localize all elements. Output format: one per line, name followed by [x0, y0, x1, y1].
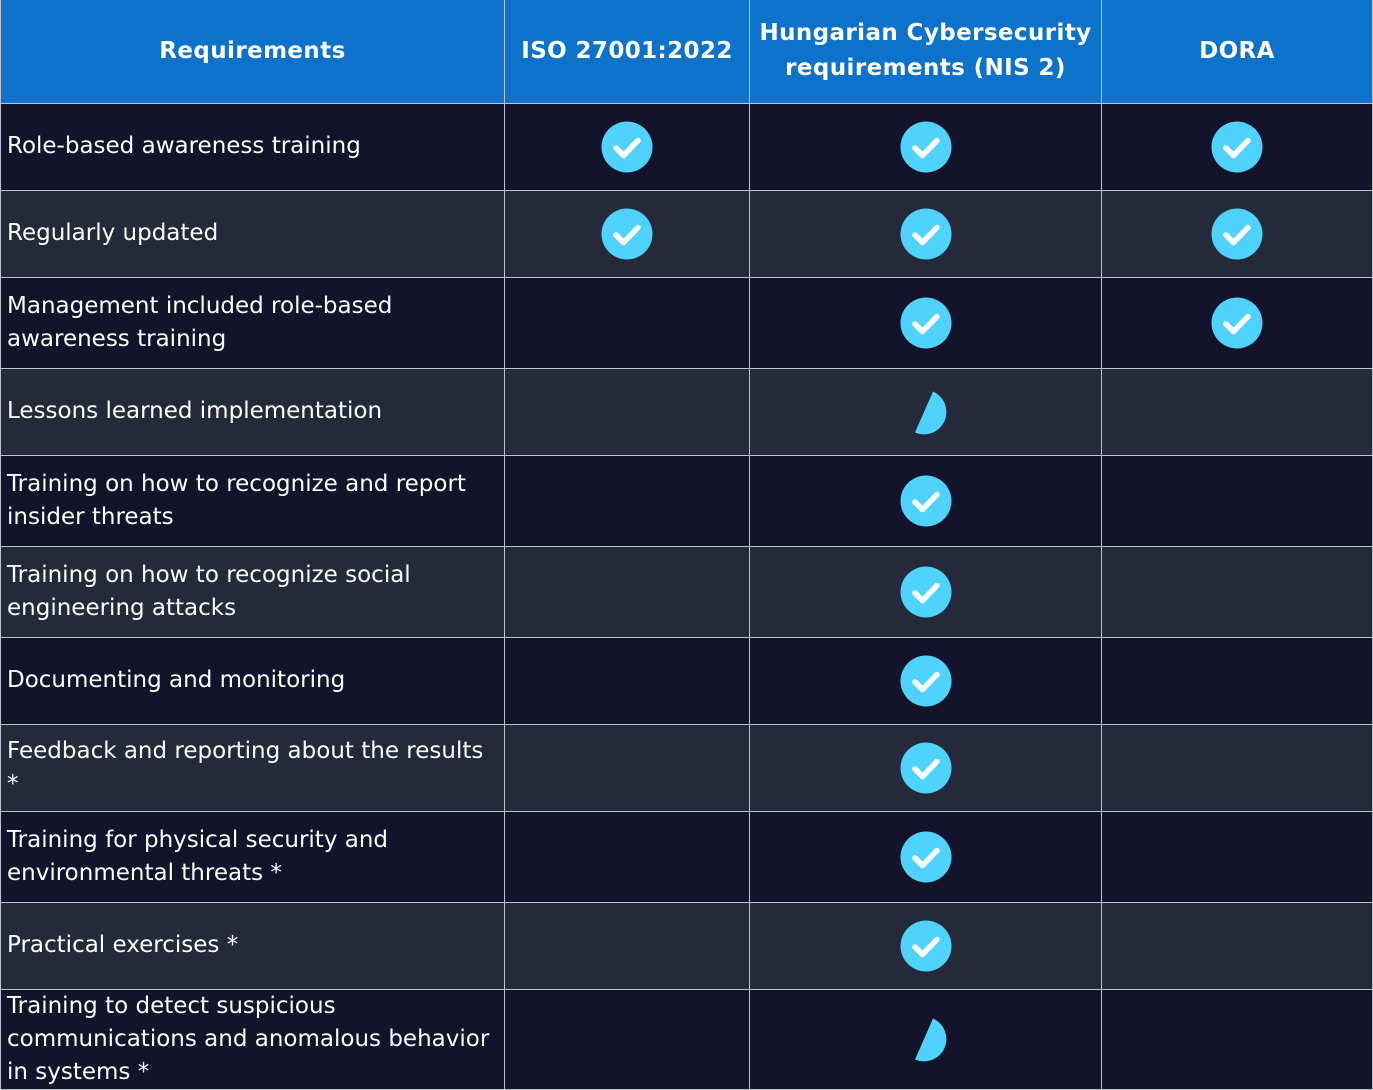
- table-row: Regularly updated: [0, 189, 1373, 278]
- status-cell-nis2: [749, 276, 1102, 369]
- table-row: Training on how to recognize and report …: [0, 454, 1373, 547]
- check-circle-icon: [900, 121, 952, 173]
- check-circle-icon: [900, 475, 952, 527]
- table-row: Training to detect suspicious communicat…: [0, 988, 1373, 1090]
- status-cell-nis2: [749, 810, 1102, 903]
- status-cell-iso: [504, 810, 750, 903]
- requirement-cell: Regularly updated: [0, 189, 505, 278]
- status-cell-dora: [1101, 723, 1373, 812]
- requirement-cell: Feedback and reporting about the results…: [0, 723, 505, 812]
- table-row: Management included role-based awareness…: [0, 276, 1373, 369]
- table-body: Role-based awareness training Regularly u…: [0, 102, 1373, 1090]
- requirement-cell: Training for physical security and envir…: [0, 810, 505, 903]
- status-cell-nis2: [749, 367, 1102, 456]
- check-circle-icon: [1211, 121, 1263, 173]
- status-cell-dora: [1101, 276, 1373, 369]
- check-circle-icon: [900, 655, 952, 707]
- requirement-cell: Lessons learned implementation: [0, 367, 505, 456]
- requirement-cell: Documenting and monitoring: [0, 636, 505, 725]
- status-cell-dora: [1101, 189, 1373, 278]
- check-circle-icon: [601, 121, 653, 173]
- header-row: Requirements ISO 27001:2022 Hungarian Cy…: [0, 0, 1373, 104]
- requirement-cell: Practical exercises *: [0, 901, 505, 990]
- status-cell-iso: [504, 988, 750, 1090]
- requirement-cell: Training to detect suspicious communicat…: [0, 988, 505, 1090]
- column-header-requirements: Requirements: [0, 0, 505, 104]
- status-cell-iso: [504, 545, 750, 638]
- status-cell-nis2: [749, 636, 1102, 725]
- status-cell-dora: [1101, 810, 1373, 903]
- table-row: Lessons learned implementation: [0, 367, 1373, 456]
- check-circle-icon: [601, 208, 653, 260]
- status-cell-nis2: [749, 189, 1102, 278]
- check-circle-icon: [900, 742, 952, 794]
- status-cell-nis2: [749, 545, 1102, 638]
- check-circle-icon: [900, 831, 952, 883]
- status-cell-dora: [1101, 901, 1373, 990]
- requirement-cell: Training on how to recognize and report …: [0, 454, 505, 547]
- table-row: Practical exercises *: [0, 901, 1373, 990]
- check-circle-icon: [1211, 297, 1263, 349]
- status-cell-iso: [504, 102, 750, 191]
- partial-pie-icon: [900, 1013, 952, 1065]
- partial-pie-icon: [900, 386, 952, 438]
- check-circle-icon: [900, 297, 952, 349]
- status-cell-nis2: [749, 454, 1102, 547]
- status-cell-iso: [504, 189, 750, 278]
- table-row: Role-based awareness training: [0, 102, 1373, 191]
- table-row: Training on how to recognize social engi…: [0, 545, 1373, 638]
- status-cell-dora: [1101, 454, 1373, 547]
- status-cell-iso: [504, 454, 750, 547]
- column-header-dora: DORA: [1101, 0, 1373, 104]
- status-cell-nis2: [749, 988, 1102, 1090]
- status-cell-iso: [504, 901, 750, 990]
- requirement-cell: Management included role-based awareness…: [0, 276, 505, 369]
- status-cell-dora: [1101, 545, 1373, 638]
- status-cell-iso: [504, 367, 750, 456]
- check-circle-icon: [900, 920, 952, 972]
- status-cell-iso: [504, 723, 750, 812]
- table-row: Training for physical security and envir…: [0, 810, 1373, 903]
- table-row: Feedback and reporting about the results…: [0, 723, 1373, 812]
- status-cell-dora: [1101, 102, 1373, 191]
- requirement-cell: Role-based awareness training: [0, 102, 505, 191]
- column-header-iso: ISO 27001:2022: [504, 0, 750, 104]
- status-cell-nis2: [749, 102, 1102, 191]
- table-row: Documenting and monitoring: [0, 636, 1373, 725]
- table-header: Requirements ISO 27001:2022 Hungarian Cy…: [0, 0, 1373, 104]
- requirement-cell: Training on how to recognize social engi…: [0, 545, 505, 638]
- column-header-nis2: Hungarian Cybersecurity requirements (NI…: [749, 0, 1102, 104]
- check-circle-icon: [900, 208, 952, 260]
- status-cell-iso: [504, 636, 750, 725]
- status-cell-dora: [1101, 636, 1373, 725]
- status-cell-dora: [1101, 988, 1373, 1090]
- check-circle-icon: [900, 566, 952, 618]
- status-cell-nis2: [749, 723, 1102, 812]
- check-circle-icon: [1211, 208, 1263, 260]
- status-cell-nis2: [749, 901, 1102, 990]
- status-cell-dora: [1101, 367, 1373, 456]
- status-cell-iso: [504, 276, 750, 369]
